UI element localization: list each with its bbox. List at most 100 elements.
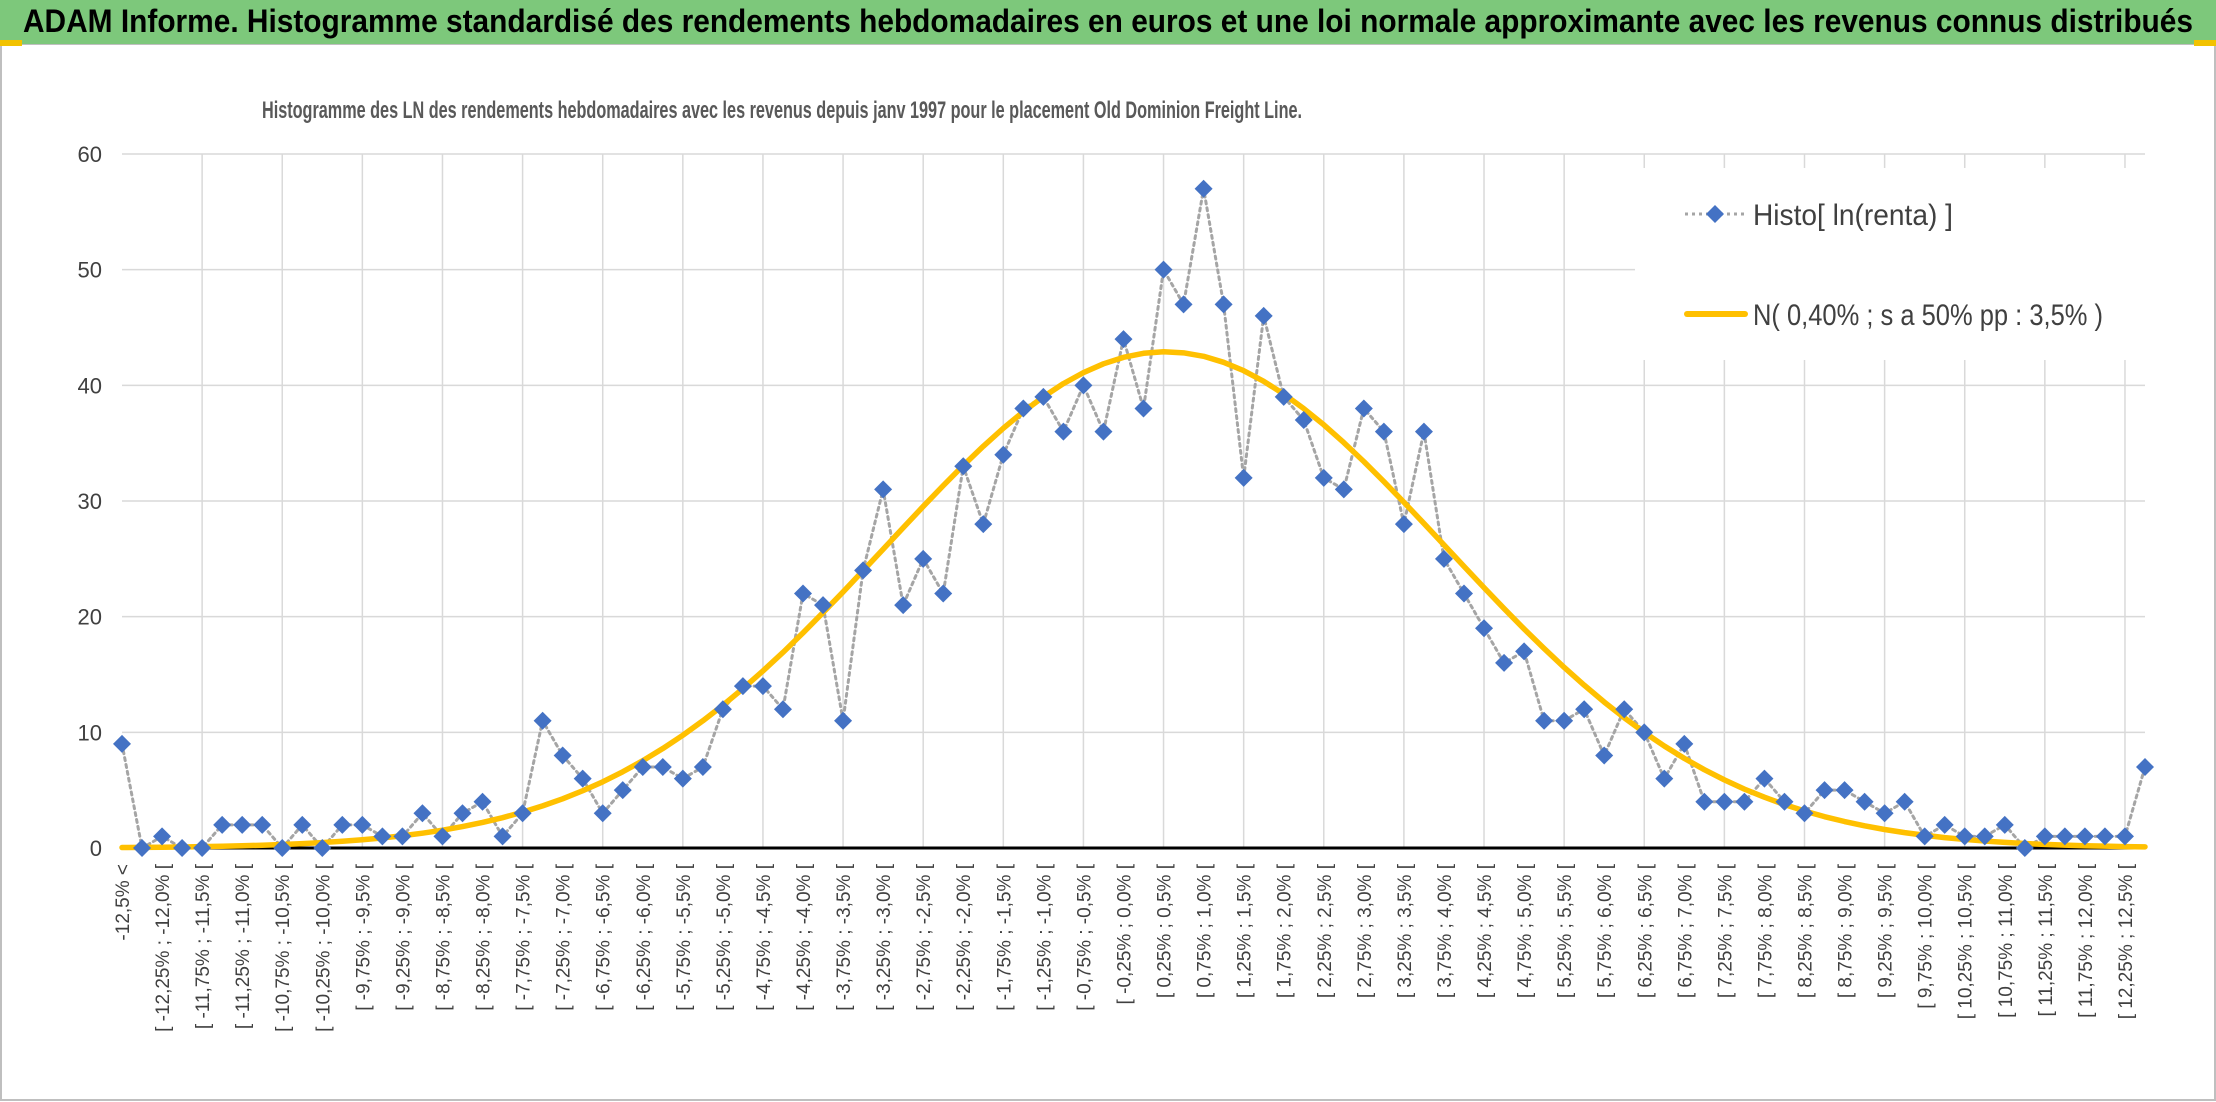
- legend-label: N( 0,40% ; s a 50% pp : 3,5% ): [1753, 299, 2103, 332]
- x-tick-label: [ 0,75% ; 1,0% [: [1195, 863, 1216, 998]
- y-tick-label: 10: [78, 720, 102, 745]
- marker: [413, 804, 432, 823]
- x-tick-label: [ 1,75% ; 2,0% [: [1275, 863, 1296, 998]
- plot: [113, 179, 2154, 857]
- marker: [713, 700, 732, 719]
- x-tick-label: [ -7,25% ; -7,0% [: [554, 863, 575, 1011]
- x-tick-label: [ 5,75% ; 6,0% [: [1595, 863, 1616, 998]
- y-tick-label: 30: [78, 489, 102, 514]
- marker: [1234, 468, 1253, 487]
- marker: [1615, 700, 1634, 719]
- marker: [553, 746, 572, 765]
- marker: [1695, 792, 1714, 811]
- legend-box: [1635, 168, 2148, 360]
- marker: [1054, 422, 1073, 441]
- x-tick-label: [ 0,25% ; 0,5% [: [1155, 863, 1176, 998]
- x-tick-label: [ 3,25% ; 3,5% [: [1395, 863, 1416, 998]
- marker: [854, 561, 873, 580]
- marker: [1855, 792, 1874, 811]
- marker: [1354, 399, 1373, 418]
- banner: [0, 0, 2216, 44]
- x-tick-label: [ 7,75% ; 8,0% [: [1755, 863, 1776, 998]
- x-tick-label: [ 6,25% ; 6,5% [: [1635, 863, 1656, 998]
- marker: [834, 711, 853, 730]
- marker: [1955, 827, 1974, 846]
- marker: [433, 827, 452, 846]
- x-tick-label: [ 5,25% ; 5,5% [: [1555, 863, 1576, 998]
- x-tick-label: [ 4,25% ; 4,5% [: [1475, 863, 1496, 998]
- x-tick-label: [ -6,25% ; -6,0% [: [634, 863, 655, 1011]
- x-tick-label: [ -10,25% ; -10,0% [: [313, 863, 334, 1032]
- x-tick-label: [ -1,75% ; -1,5% [: [994, 863, 1015, 1011]
- marker: [173, 839, 192, 857]
- marker: [1014, 399, 1033, 418]
- x-tick-label: -12,5% <: [113, 864, 134, 941]
- marker: [994, 445, 1013, 464]
- marker: [1134, 399, 1153, 418]
- y-tick-label: 0: [90, 836, 102, 861]
- marker: [133, 839, 152, 857]
- marker: [1995, 815, 2014, 834]
- x-tick-label: [ -8,75% ; -8,5% [: [433, 863, 454, 1011]
- x-tick-label: [ -11,75% ; -11,5% [: [193, 863, 214, 1029]
- chart-title: Histogramme des LN des rendements hebdom…: [262, 97, 1302, 124]
- marker: [253, 815, 272, 834]
- marker: [1895, 792, 1914, 811]
- marker: [353, 815, 372, 834]
- marker: [753, 677, 772, 696]
- marker: [1454, 584, 1473, 603]
- x-tick-label: [ -10,75% ; -10,5% [: [273, 863, 294, 1032]
- marker: [1254, 306, 1273, 325]
- marker: [2015, 839, 2034, 857]
- marker: [113, 734, 131, 753]
- marker: [1074, 376, 1093, 395]
- x-tick-label: [ -9,75% ; -9,5% [: [353, 863, 374, 1011]
- x-tick-label: [ -0,25% ; 0,0% [: [1114, 863, 1135, 1004]
- y-tick-label: 40: [78, 373, 102, 398]
- marker: [794, 584, 813, 603]
- marker: [633, 758, 652, 777]
- marker: [233, 815, 252, 834]
- x-tick-label: [ -2,25% ; -2,0% [: [954, 863, 975, 1011]
- x-tick-label: [ -9,25% ; -9,0% [: [393, 863, 414, 1011]
- x-tick-label: [ 9,25% ; 9,5% [: [1876, 863, 1897, 998]
- marker: [1555, 711, 1574, 730]
- marker: [1795, 804, 1814, 823]
- marker: [2055, 827, 2074, 846]
- marker: [1034, 387, 1053, 406]
- x-tick-label: [ -2,75% ; -2,5% [: [914, 863, 935, 1011]
- marker: [914, 549, 933, 568]
- marker: [1194, 179, 1213, 198]
- marker: [1595, 746, 1614, 765]
- banner-title: ADAM Informe. Histogramme standardisé de…: [23, 3, 2193, 39]
- marker: [273, 839, 292, 857]
- marker: [1575, 700, 1594, 719]
- marker: [954, 457, 973, 476]
- marker: [333, 815, 352, 834]
- marker: [2035, 827, 2054, 846]
- marker: [2095, 827, 2114, 846]
- x-tick-label: [ -6,75% ; -6,5% [: [594, 863, 615, 1011]
- y-tick-label: 60: [78, 142, 102, 167]
- x-tick-label: [ 7,25% ; 7,5% [: [1715, 863, 1736, 998]
- marker: [894, 596, 913, 615]
- marker: [1875, 804, 1894, 823]
- marker: [814, 596, 833, 615]
- x-tick-label: [ 8,25% ; 8,5% [: [1795, 863, 1816, 998]
- marker: [213, 815, 232, 834]
- marker: [293, 815, 312, 834]
- y-tick-label: 50: [78, 258, 102, 283]
- marker: [493, 827, 512, 846]
- marker: [974, 515, 993, 534]
- x-tick-label: [ 6,75% ; 7,0% [: [1675, 863, 1696, 998]
- marker: [153, 827, 172, 846]
- x-tick-label: [ -8,25% ; -8,0% [: [474, 863, 495, 1011]
- marker: [1174, 295, 1193, 314]
- marker: [934, 584, 953, 603]
- marker: [533, 711, 552, 730]
- x-tick-label: [ 4,75% ; 5,0% [: [1515, 863, 1536, 998]
- marker: [773, 700, 792, 719]
- marker: [2075, 827, 2094, 846]
- x-tick-label: [ -3,25% ; -3,0% [: [874, 863, 895, 1011]
